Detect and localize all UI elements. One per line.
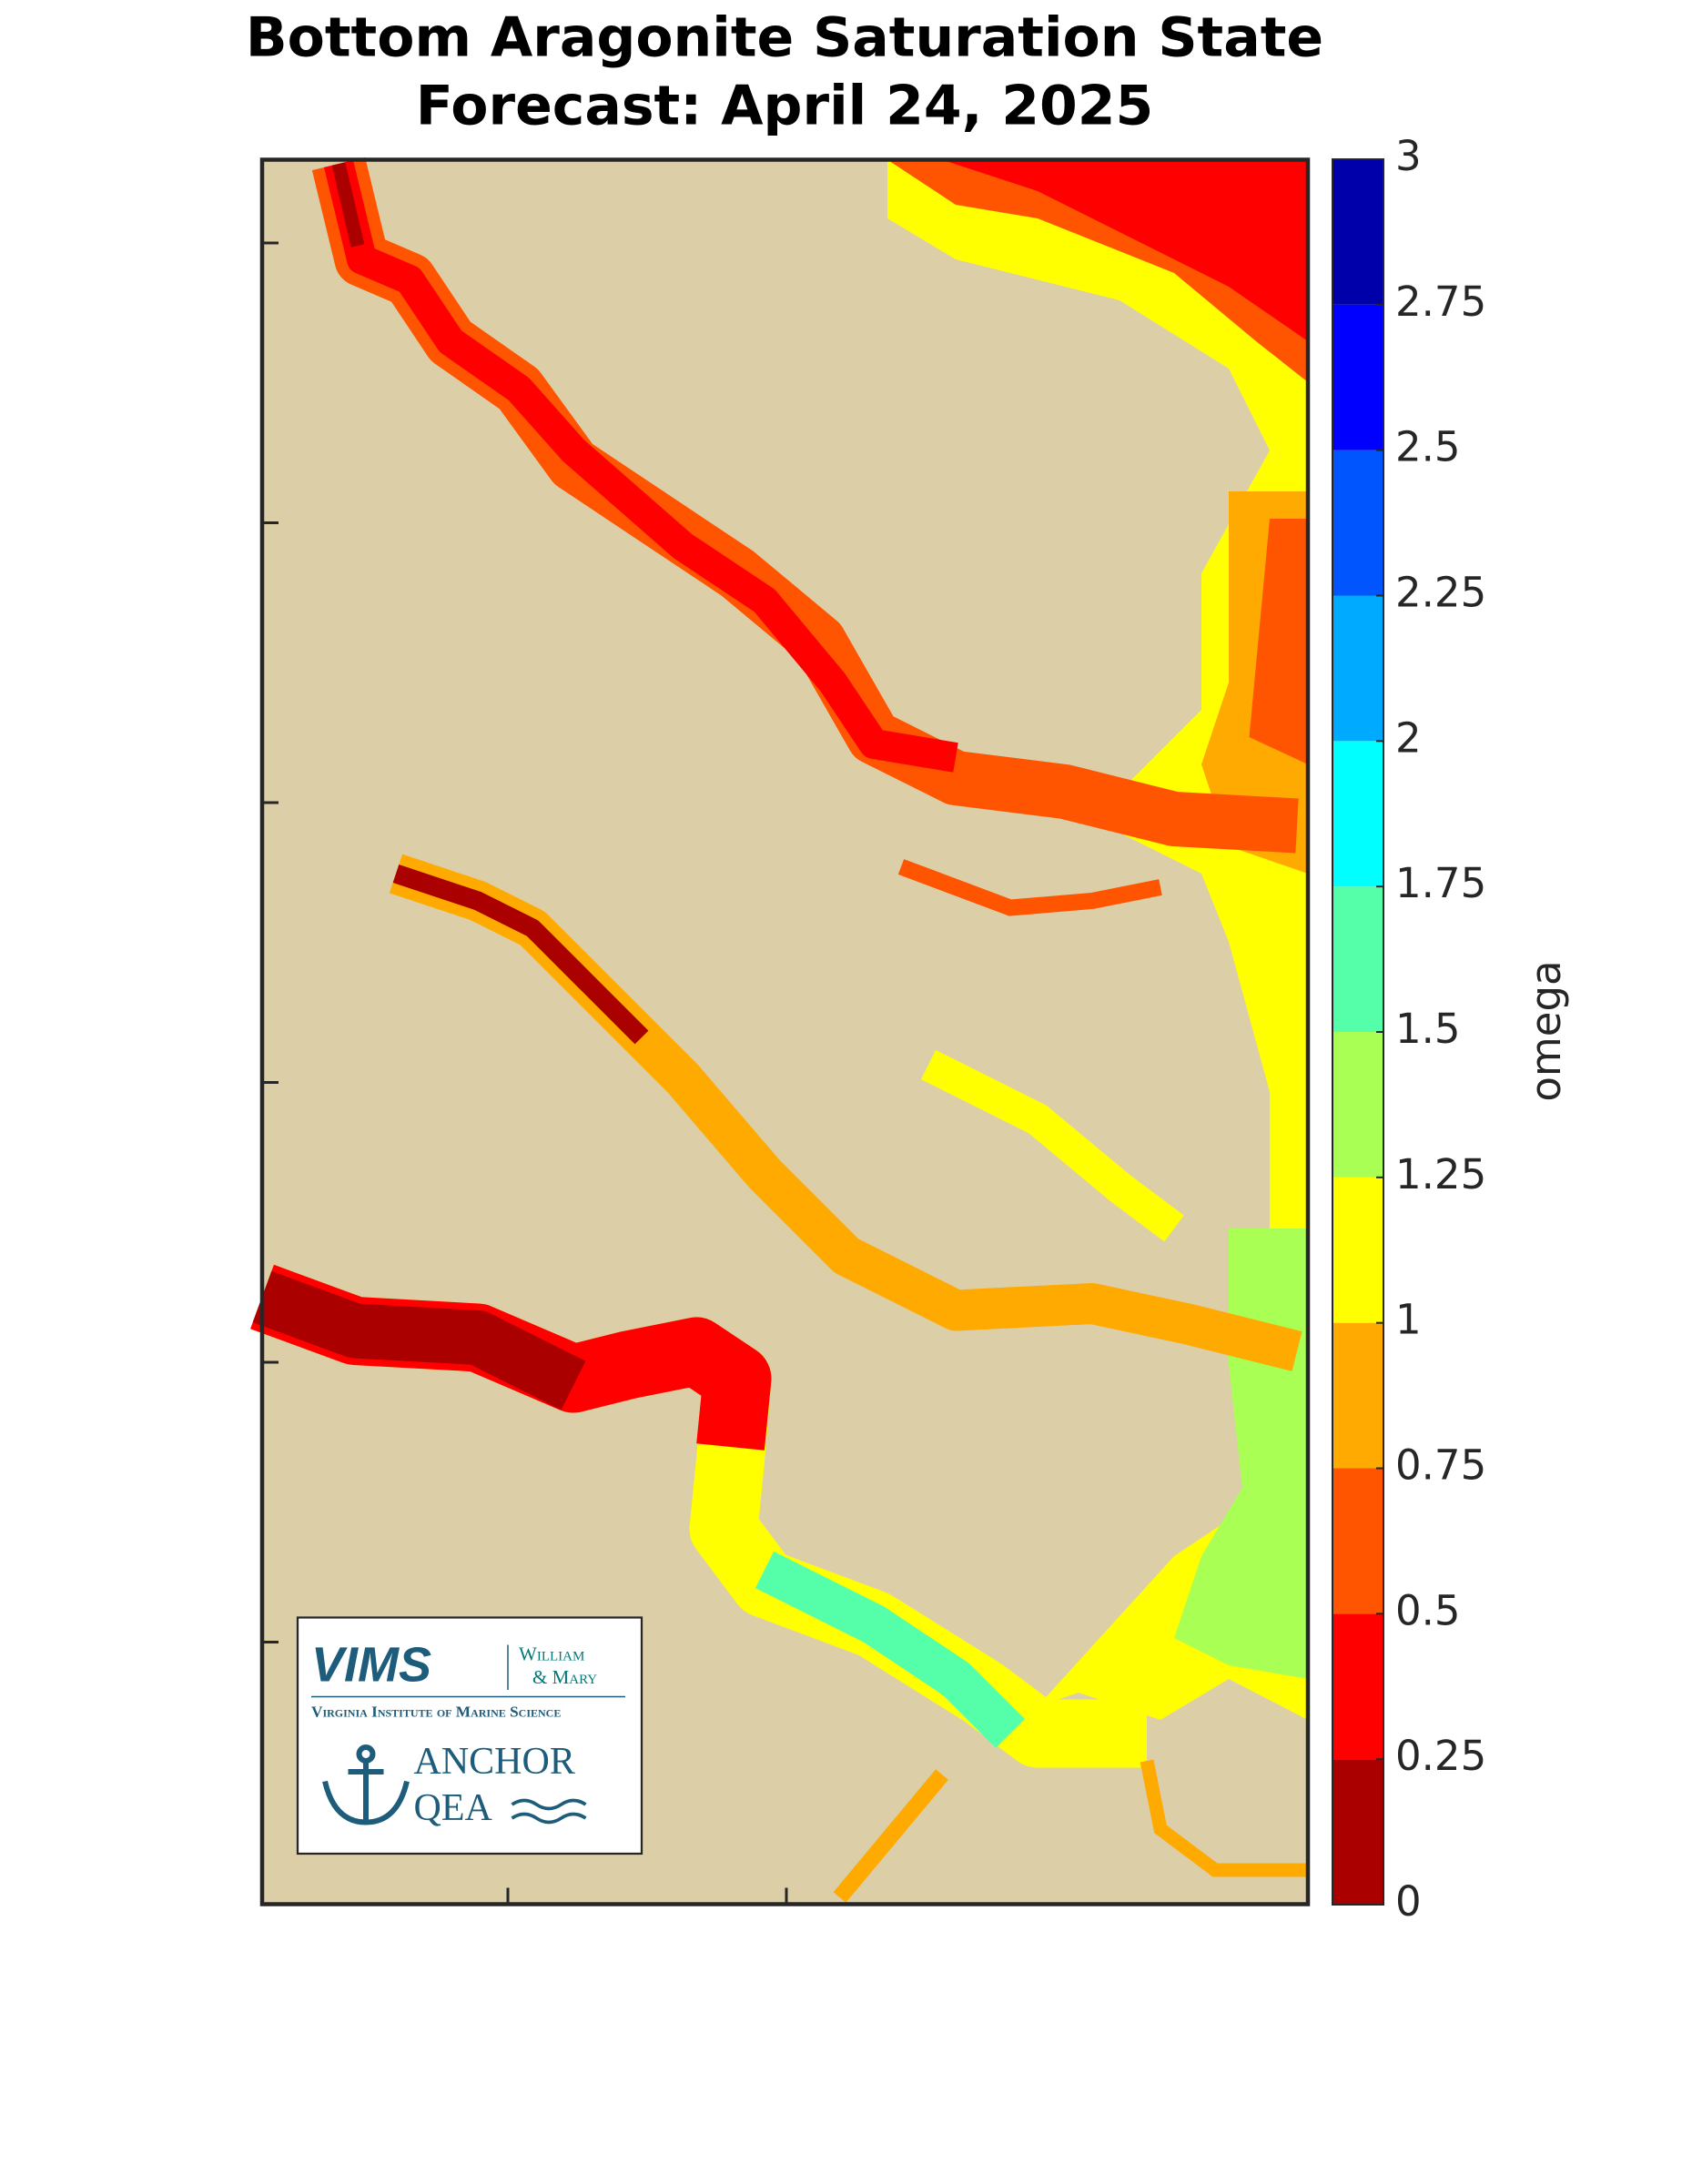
colorbar-tick-label: 0.75 bbox=[1395, 1441, 1486, 1490]
colorbar-tick-label: 2.25 bbox=[1395, 569, 1486, 617]
colorbar-segment bbox=[1332, 886, 1383, 1032]
logo-box bbox=[296, 1616, 643, 1855]
map-ticks bbox=[262, 241, 788, 1905]
logo-anchor: ANCHOR bbox=[414, 1741, 575, 1783]
river bbox=[392, 864, 649, 1045]
colorbar-label: omega bbox=[1522, 960, 1570, 1101]
colorbar-tick-label: 0 bbox=[1395, 1877, 1422, 1926]
colorbar-segment bbox=[1332, 304, 1383, 450]
logo-wm: & Mary bbox=[532, 1666, 597, 1688]
colorbar-tick-label: 1.75 bbox=[1395, 859, 1486, 907]
colorbar-segment bbox=[1332, 450, 1383, 596]
colorbar-tick-label: 1 bbox=[1395, 1296, 1422, 1344]
colorbar-segment bbox=[1332, 1322, 1383, 1469]
colorbar-segment bbox=[1332, 1177, 1383, 1323]
colorbar-segment bbox=[1332, 1468, 1383, 1614]
logo-vims: VIMS bbox=[311, 1637, 431, 1692]
colorbar-segment bbox=[1332, 1613, 1383, 1760]
colorbar-segment bbox=[1332, 595, 1383, 742]
river bbox=[755, 1551, 1025, 1748]
river bbox=[833, 1769, 948, 1903]
colorbar-tick-label: 1.25 bbox=[1395, 1150, 1486, 1198]
colorbar-tick-label: 0.5 bbox=[1395, 1586, 1461, 1634]
colorbar-tick-label: 2 bbox=[1395, 713, 1422, 762]
logo-anchor: QEA bbox=[414, 1787, 493, 1829]
logo-wm: William bbox=[519, 1643, 584, 1664]
map: VIMS William & Mary Virginia Institute o… bbox=[250, 157, 1311, 1906]
logo-anchor-icon bbox=[322, 1744, 410, 1825]
colorbar-tick-label: 0.25 bbox=[1395, 1732, 1486, 1780]
river bbox=[920, 1049, 1184, 1242]
colorbar-segment bbox=[1332, 159, 1383, 305]
colorbar-segment bbox=[1332, 1759, 1383, 1905]
title-line: Forecast: April 24, 2025 bbox=[416, 75, 1154, 138]
colorbar-tick-label: 2.75 bbox=[1395, 278, 1486, 326]
colorbar-segment bbox=[1332, 1032, 1383, 1178]
river bbox=[1140, 1759, 1308, 1877]
logo-institute: Virginia Institute of Marine Science bbox=[311, 1703, 561, 1720]
bay-water bbox=[1249, 519, 1308, 764]
colorbar-segment bbox=[1332, 741, 1383, 887]
colorbar-tick-label: 3 bbox=[1395, 132, 1422, 180]
colorbar-tick-label: 1.5 bbox=[1395, 1005, 1461, 1053]
colorbar: 0 0.25 0.5 0.75 1 1.25 1.5 1.75 2 2.25 2.5 2.75 3 bbox=[1332, 132, 1486, 1926]
river bbox=[331, 162, 365, 248]
colorbar-tick-label: 2.5 bbox=[1395, 423, 1461, 471]
river bbox=[323, 160, 958, 773]
title-line: Bottom Aragonite Saturation State bbox=[246, 6, 1323, 70]
river bbox=[252, 1270, 586, 1410]
river bbox=[897, 859, 1162, 916]
logo-waves bbox=[511, 1798, 587, 1825]
bay-water bbox=[942, 159, 1308, 341]
